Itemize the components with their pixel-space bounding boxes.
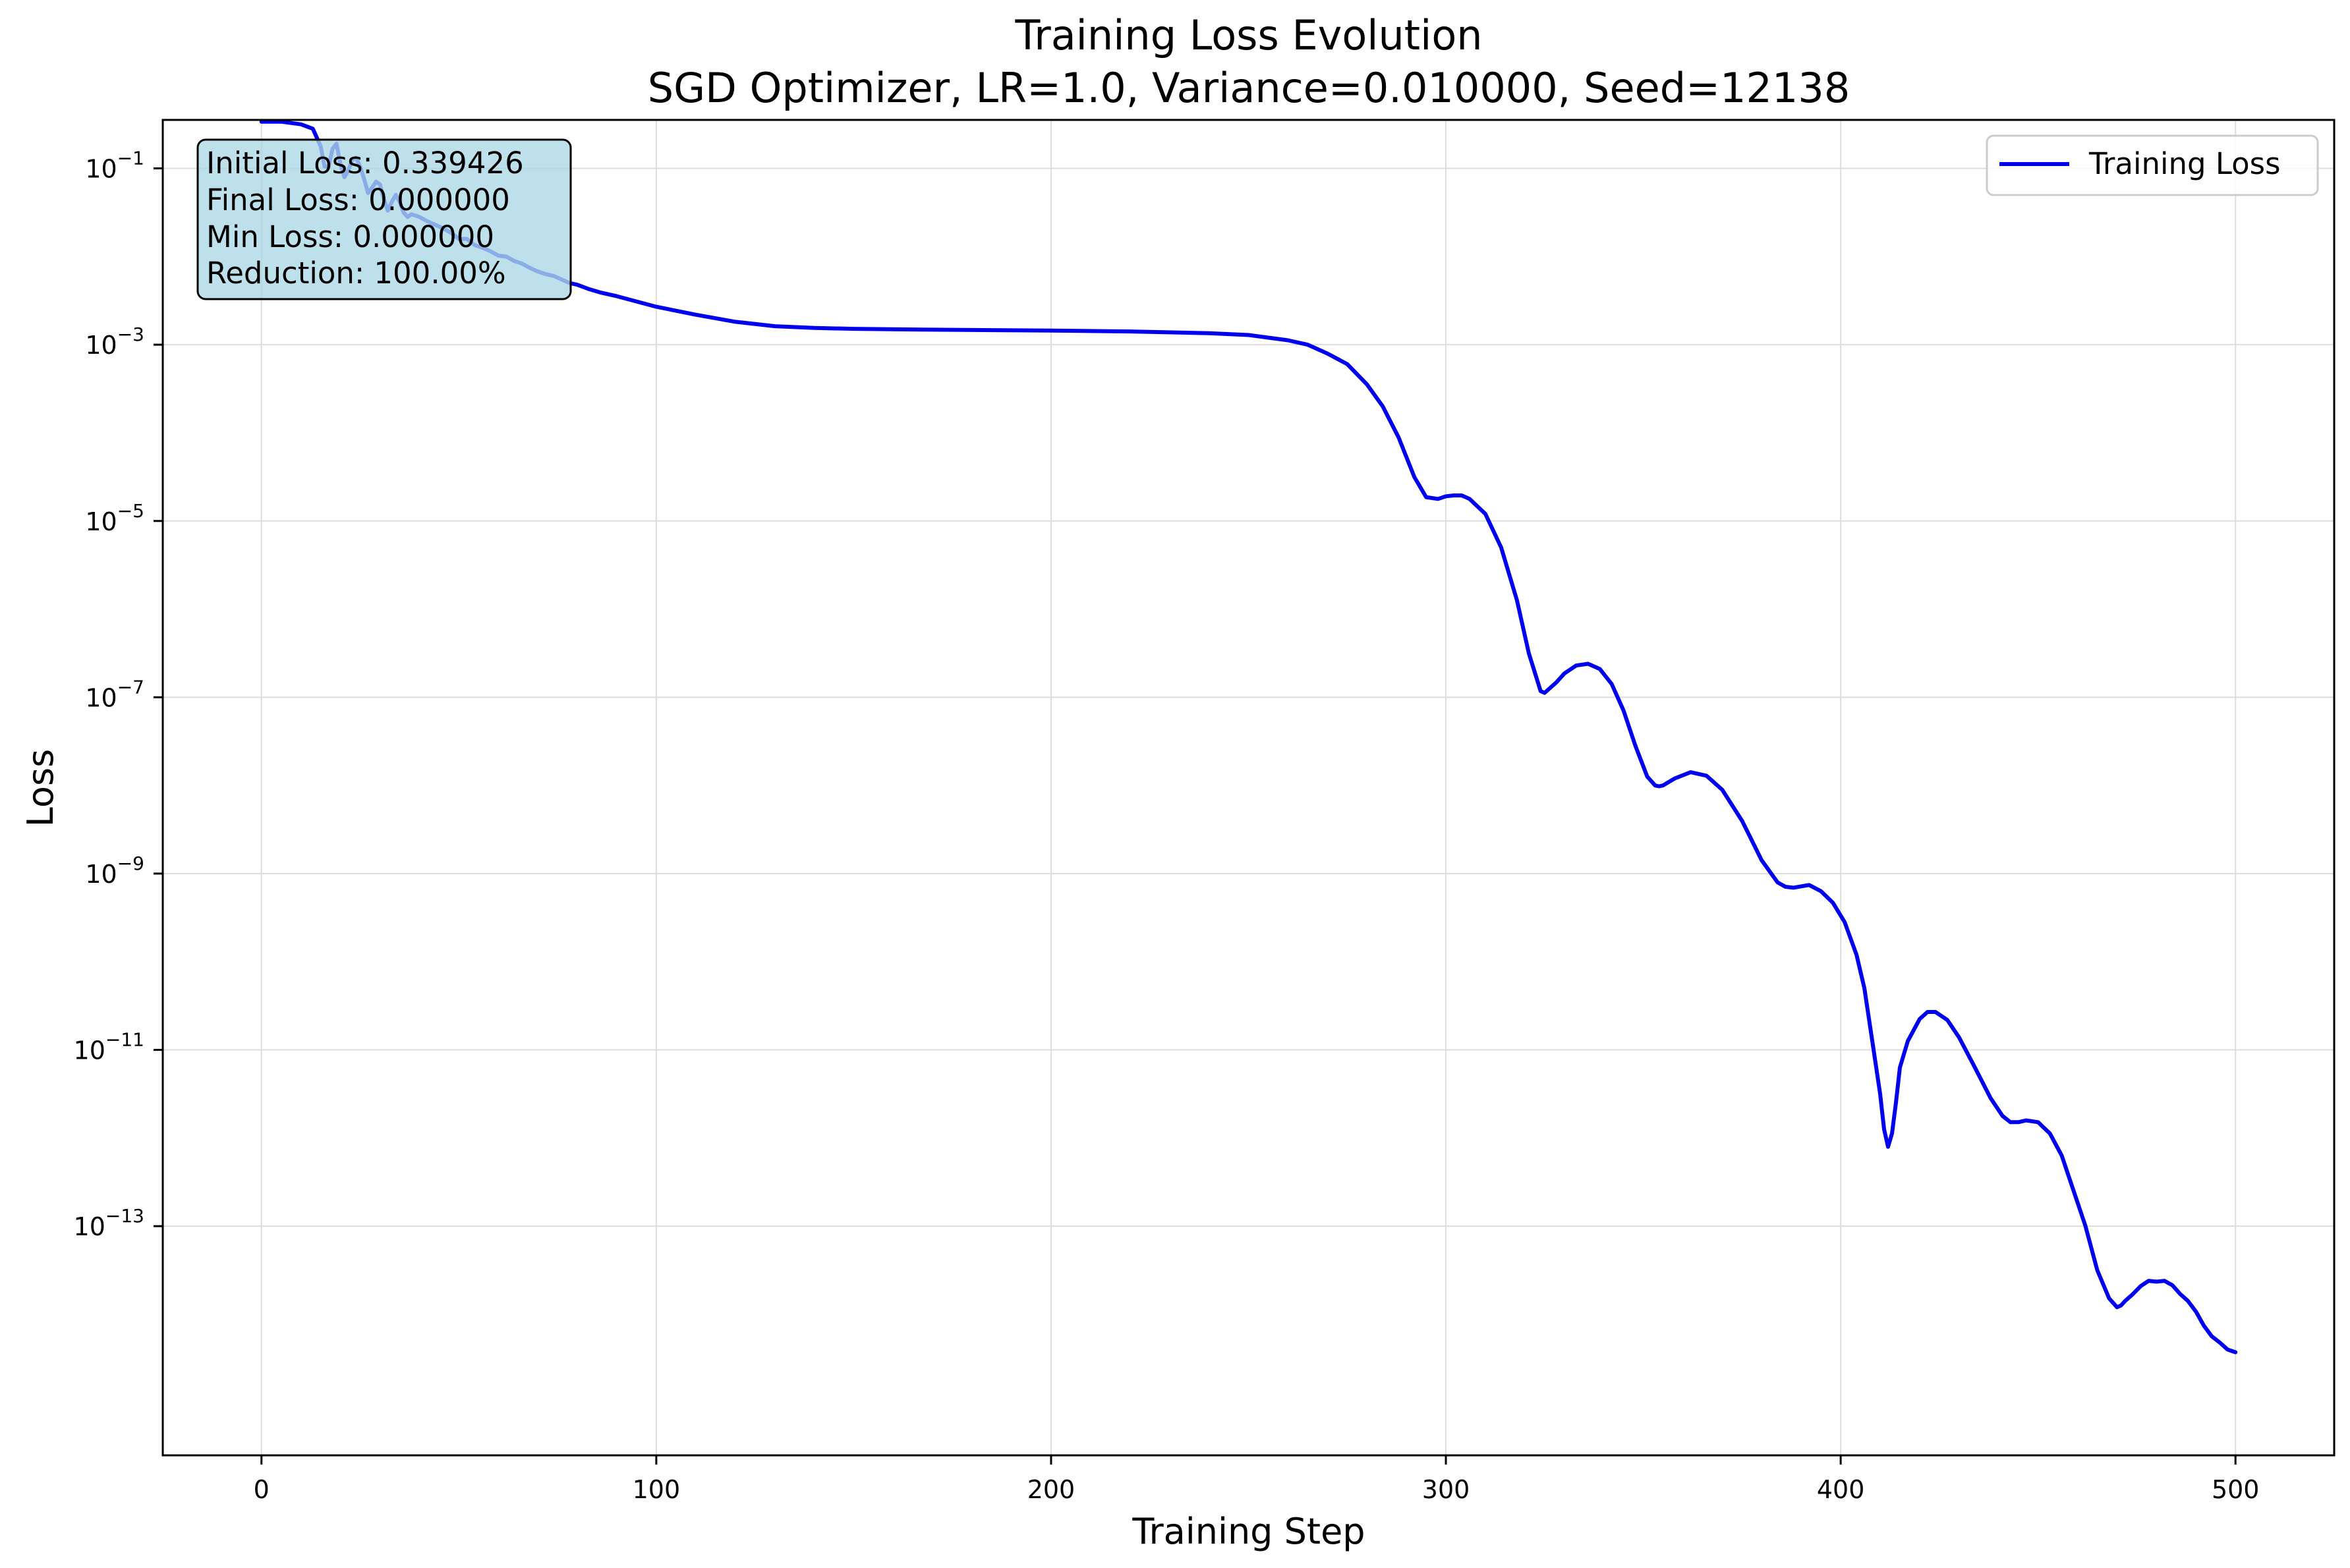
x-tick-label: 100 [633,1475,681,1504]
stats-reduction: Reduction: 100.00% [206,256,506,291]
grid [163,120,2334,1455]
x-tick-label: 400 [1817,1475,1865,1504]
plot-area [259,119,2238,1355]
x-tick-label: 200 [1027,1475,1075,1504]
y-tick-label: 10−3 [85,323,144,360]
stats-final-loss: Final Loss: 0.000000 [206,182,510,217]
legend-box [1986,134,2319,196]
stats-min-loss: Min Loss: 0.000000 [206,219,494,254]
y-tick-label: 10−1 [85,148,144,184]
y-axis-label: Loss [20,749,61,827]
x-axis-label: Training Step [1132,1511,1365,1552]
y-tick-label: 10−13 [74,1205,144,1241]
plot-frame [161,119,2336,1457]
y-tick-label: 10−5 [85,500,144,536]
stats-initial-loss: Initial Loss: 0.339426 [206,146,524,181]
chart-subtitle: SGD Optimizer, LR=1.0, Variance=0.010000… [648,64,1850,112]
legend: Training Loss [1986,134,2319,196]
x-tick-label: 0 [254,1475,270,1504]
x-tick-label: 300 [1422,1475,1470,1504]
y-tick-label: 10−11 [74,1029,144,1065]
stats-box-background [196,138,572,300]
x-tick-label: 500 [2212,1475,2260,1504]
axes-ticks: 0 100 200 300 400 500 10−1 10−3 10−5 10−7 10−9 10−1… [74,148,2260,1504]
y-tick-label: 10−7 [85,676,144,712]
chart-title: Training Loss Evolution [1014,11,1482,59]
training-loss-line [259,119,2238,1355]
legend-label: Training Loss [2088,146,2281,181]
y-tick-label: 10−9 [85,853,144,889]
stats-box: Initial Loss: 0.339426 Final Loss: 0.000… [196,138,572,300]
